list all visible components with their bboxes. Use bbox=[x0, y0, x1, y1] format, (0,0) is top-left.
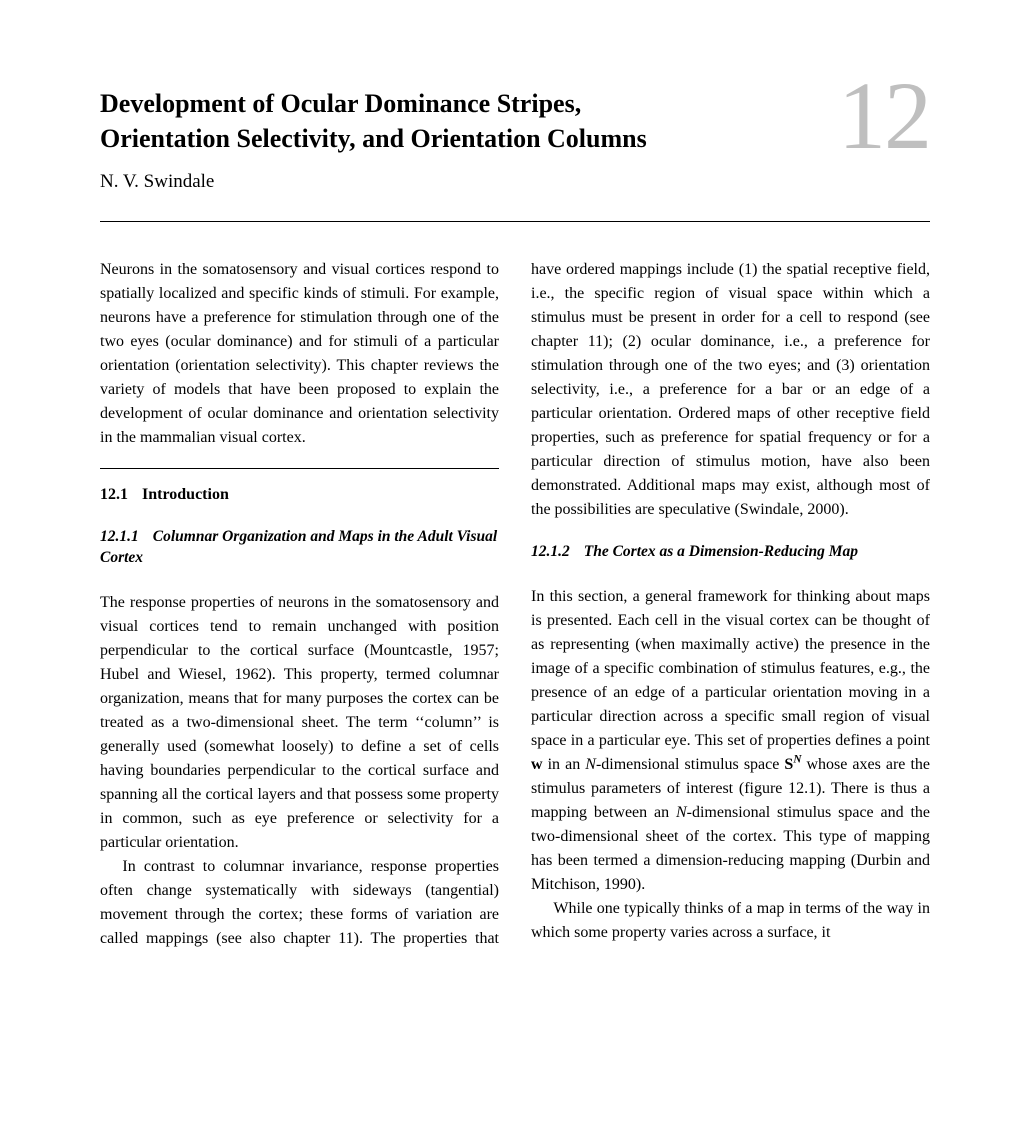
page: 12 Development of Ocular Dominance Strip… bbox=[0, 0, 1020, 1147]
body-paragraph: In this section, a general framework for… bbox=[531, 585, 930, 897]
chapter-number: 12 bbox=[838, 68, 930, 164]
subsection-heading: 12.1.2 The Cortex as a Dimension-Reducing… bbox=[531, 542, 930, 563]
header-rule bbox=[100, 221, 930, 222]
subsection-title: Columnar Organization and Maps in the Ad… bbox=[100, 528, 497, 566]
subsection-heading: 12.1.1Columnar Organization and Maps in … bbox=[100, 527, 499, 569]
chapter-header: 12 Development of Ocular Dominance Strip… bbox=[100, 86, 930, 222]
math-symbol: SN bbox=[784, 756, 801, 773]
section-number: 12.1 bbox=[100, 486, 128, 503]
math-symbol: N bbox=[585, 756, 596, 773]
chapter-author: N. V. Swindale bbox=[100, 170, 930, 195]
body-columns: Neurons in the somatosensory and visual … bbox=[100, 258, 930, 951]
section-heading: 12.1 Introduction bbox=[100, 483, 499, 507]
math-symbol: N bbox=[676, 804, 687, 821]
abstract-rule bbox=[100, 468, 499, 469]
body-paragraph: While one typically thinks of a map in t… bbox=[531, 897, 930, 945]
subsection-number: 12.1.1 bbox=[100, 528, 139, 545]
chapter-title: Development of Ocular Dominance Stripes,… bbox=[100, 86, 660, 156]
body-paragraph: The response properties of neurons in th… bbox=[100, 591, 499, 855]
section-title: Introduction bbox=[142, 486, 229, 503]
subsection-title: The Cortex as a Dimension-Reducing Map bbox=[584, 543, 858, 560]
abstract-paragraph: Neurons in the somatosensory and visual … bbox=[100, 258, 499, 450]
subsection-number: 12.1.2 bbox=[531, 543, 570, 560]
math-symbol: w bbox=[531, 756, 543, 773]
